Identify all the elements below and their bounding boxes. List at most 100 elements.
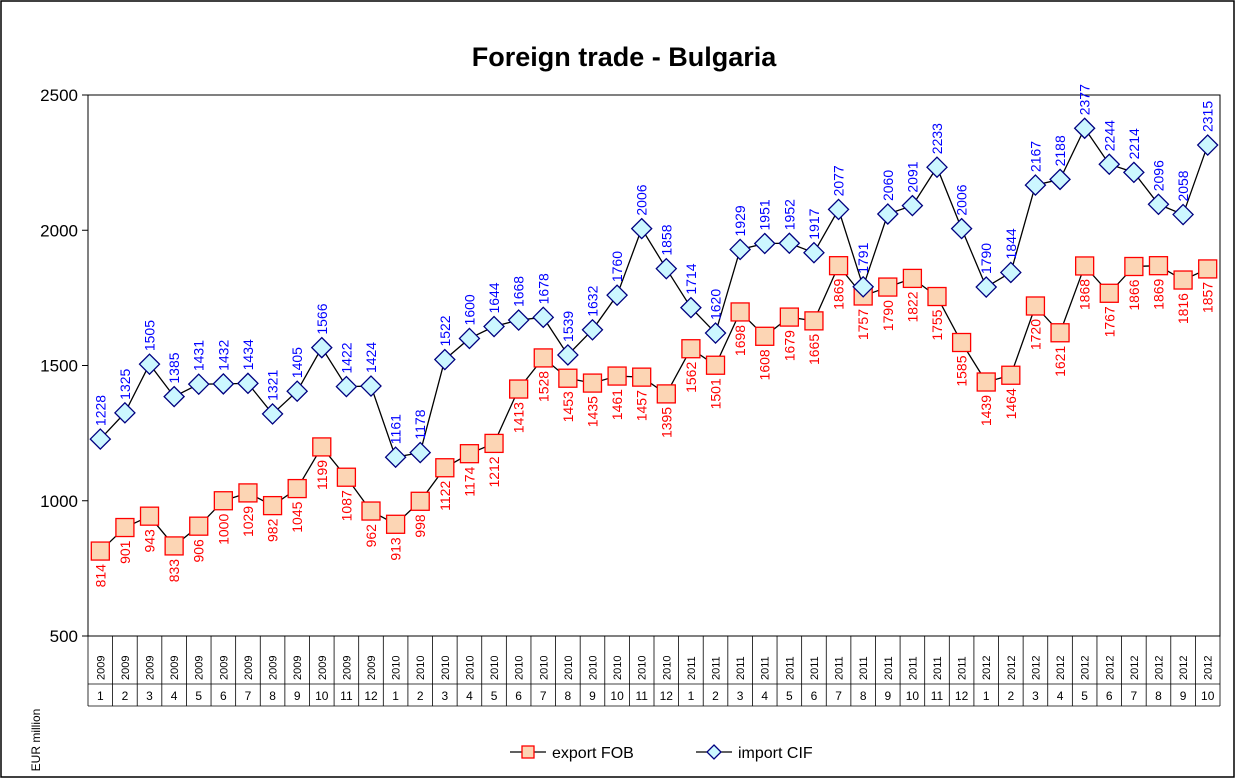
data-point — [237, 372, 259, 395]
data-label: 2233 — [929, 123, 945, 154]
data-point — [1148, 256, 1169, 276]
y-tick-label: 2000 — [40, 221, 78, 240]
data-label: 962 — [363, 524, 379, 548]
x-tick-month: 5 — [1081, 689, 1088, 703]
data-label: 1045 — [289, 501, 305, 532]
data-point — [878, 277, 898, 297]
data-point — [976, 372, 996, 392]
data-label: 1461 — [609, 389, 625, 420]
data-point — [804, 311, 824, 331]
data-point — [828, 256, 849, 276]
data-label: 1174 — [461, 466, 477, 496]
data-point — [778, 232, 801, 255]
data-point — [507, 309, 530, 331]
data-point — [533, 348, 553, 368]
data-label: 1413 — [511, 402, 527, 433]
x-tick-month: 8 — [860, 689, 867, 703]
data-label: 1432 — [215, 340, 231, 371]
data-label: 2188 — [1052, 135, 1068, 166]
x-tick-year: 2009 — [366, 656, 378, 680]
data-label: 2077 — [831, 165, 847, 196]
data-point — [410, 491, 430, 511]
data-point — [435, 458, 455, 478]
data-point — [261, 402, 284, 425]
x-tick-year: 2009 — [218, 656, 230, 680]
data-label: 998 — [412, 514, 428, 538]
data-point — [138, 353, 161, 376]
y-tick-label: 2500 — [40, 86, 78, 105]
x-tick-year: 2009 — [243, 656, 255, 680]
data-point — [902, 268, 923, 289]
data-label: 1869 — [1150, 278, 1166, 309]
data-label: 1791 — [855, 242, 871, 273]
data-point — [483, 315, 505, 338]
data-point — [730, 302, 750, 322]
data-point — [336, 467, 357, 487]
data-label: 1431 — [191, 340, 207, 371]
data-label: 1720 — [1027, 319, 1043, 350]
data-label: 1505 — [142, 320, 158, 351]
x-tick-year: 2010 — [563, 656, 575, 680]
x-tick-month: 3 — [146, 689, 153, 703]
data-label: 1395 — [658, 407, 674, 438]
data-label: 2315 — [1200, 101, 1216, 132]
data-point — [335, 375, 358, 398]
data-label: 1000 — [215, 514, 231, 545]
data-label: 1790 — [880, 300, 896, 331]
data-point — [729, 238, 752, 261]
x-tick-year: 2010 — [661, 656, 673, 680]
data-label: 1620 — [708, 289, 724, 320]
data-point — [139, 506, 160, 526]
data-point — [704, 322, 727, 344]
data-label: 1501 — [708, 378, 724, 409]
x-tick-year: 2012 — [1129, 656, 1141, 680]
data-label: 1608 — [757, 349, 773, 380]
data-label: 1868 — [1077, 279, 1093, 310]
data-label: 1457 — [634, 390, 650, 421]
x-tick-year: 2010 — [464, 656, 476, 680]
x-tick-month: 3 — [1032, 689, 1039, 703]
x-tick-month: 7 — [540, 689, 547, 703]
legend-marker — [521, 745, 535, 759]
x-tick-year: 2009 — [292, 656, 304, 680]
data-point — [1122, 161, 1145, 184]
data-point — [310, 336, 333, 359]
data-label: 1539 — [560, 311, 576, 342]
x-tick-year: 2009 — [317, 656, 329, 680]
data-point — [951, 332, 972, 353]
x-tick-year: 2011 — [834, 656, 846, 680]
data-point — [876, 203, 899, 225]
x-tick-year: 2009 — [145, 656, 157, 680]
x-tick-month: 8 — [565, 689, 572, 703]
data-point — [458, 327, 481, 350]
data-point — [1025, 296, 1046, 316]
data-label: 906 — [191, 539, 207, 563]
data-label: 2096 — [1150, 160, 1166, 191]
data-point — [1099, 283, 1119, 303]
data-label: 982 — [265, 518, 281, 542]
x-tick-year: 2011 — [957, 656, 969, 680]
data-label: 2167 — [1027, 141, 1043, 172]
data-point — [163, 385, 186, 408]
data-point — [90, 541, 110, 561]
data-point — [1172, 203, 1195, 226]
data-label: 1757 — [855, 309, 871, 340]
x-tick-year: 2009 — [120, 656, 132, 680]
data-point — [1147, 193, 1170, 216]
x-tick-month: 2 — [417, 689, 424, 703]
data-label: 901 — [117, 540, 133, 564]
data-label: 1698 — [732, 325, 748, 356]
legend-label: export FOB — [552, 745, 634, 762]
data-point — [926, 156, 948, 179]
x-tick-year: 2012 — [1178, 656, 1190, 680]
x-tick-month: 11 — [340, 689, 353, 703]
x-tick-month: 3 — [737, 689, 744, 703]
data-label: 1668 — [511, 276, 527, 307]
x-tick-year: 2011 — [735, 656, 747, 680]
data-label: 1228 — [92, 395, 108, 426]
x-tick-year: 2010 — [538, 656, 550, 680]
x-tick-month: 12 — [660, 689, 674, 703]
x-tick-year: 2011 — [907, 656, 919, 680]
x-tick-month: 10 — [315, 689, 329, 703]
data-label: 1522 — [437, 315, 453, 346]
